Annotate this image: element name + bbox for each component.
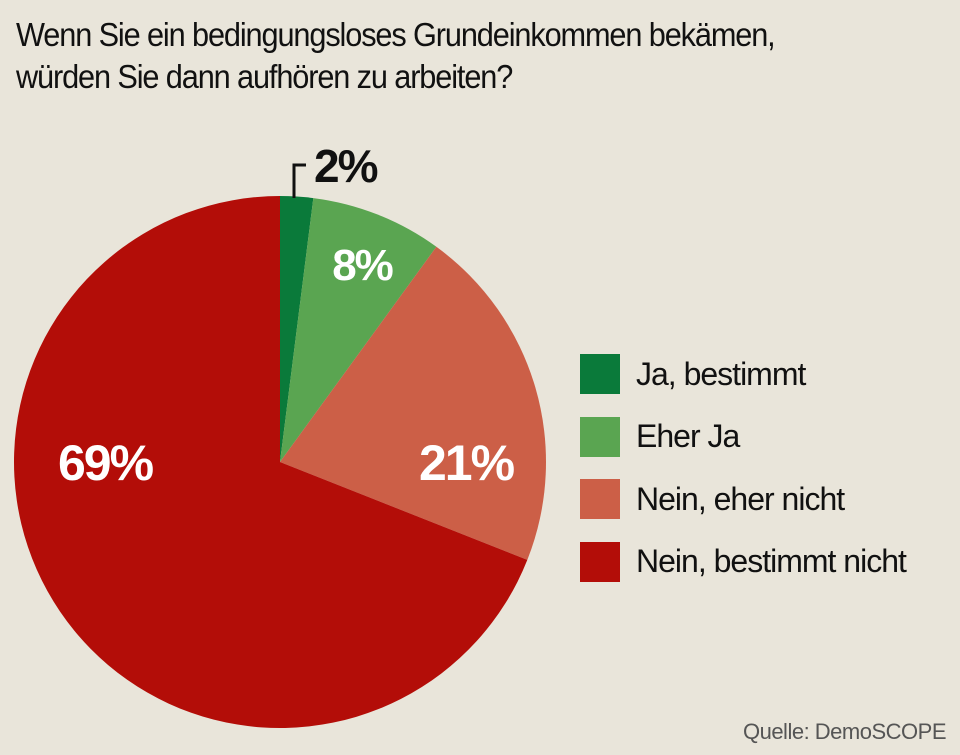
data-label: 2% bbox=[314, 140, 378, 192]
legend: Ja, bestimmt Eher Ja Nein, eher nicht Ne… bbox=[580, 343, 907, 594]
data-label: 21% bbox=[419, 435, 515, 491]
title-line-1: Wenn Sie ein bedingungsloses Grundeinkom… bbox=[16, 16, 776, 53]
legend-item-eher-ja: Eher Ja bbox=[580, 406, 906, 469]
data-label: 69% bbox=[58, 435, 154, 491]
legend-item-nein-eher-nicht: Nein, eher nicht bbox=[580, 468, 906, 531]
pie-slice-eher-ja bbox=[280, 198, 437, 463]
pie-slice-ja-bestimmt bbox=[280, 196, 314, 462]
legend-item-nein-bestimmt-nicht: Nein, bestimmt nicht bbox=[580, 531, 907, 594]
legend-label: Eher Ja bbox=[636, 418, 740, 455]
data-label: 8% bbox=[332, 241, 392, 290]
chart-title: Wenn Sie ein bedingungsloses Grundeinkom… bbox=[16, 14, 776, 98]
legend-label: Nein, bestimmt nicht bbox=[636, 543, 907, 580]
label-leader-line bbox=[292, 163, 306, 198]
legend-swatch bbox=[580, 479, 620, 520]
source-note: Quelle: DemoSCOPE bbox=[742, 719, 947, 744]
legend-swatch bbox=[580, 416, 620, 457]
pie-slice-nein-eher-nicht bbox=[280, 246, 546, 560]
legend-swatch bbox=[580, 541, 620, 582]
pie-slice-nein-bestimmt-nicht bbox=[14, 196, 528, 728]
legend-swatch bbox=[580, 354, 620, 395]
legend-label: Nein, eher nicht bbox=[636, 480, 845, 517]
legend-label: Ja, bestimmt bbox=[636, 355, 806, 392]
legend-item-ja-bestimmt: Ja, bestimmt bbox=[580, 343, 906, 406]
title-line-2: würden Sie dann aufhören zu arbeiten? bbox=[16, 58, 513, 95]
